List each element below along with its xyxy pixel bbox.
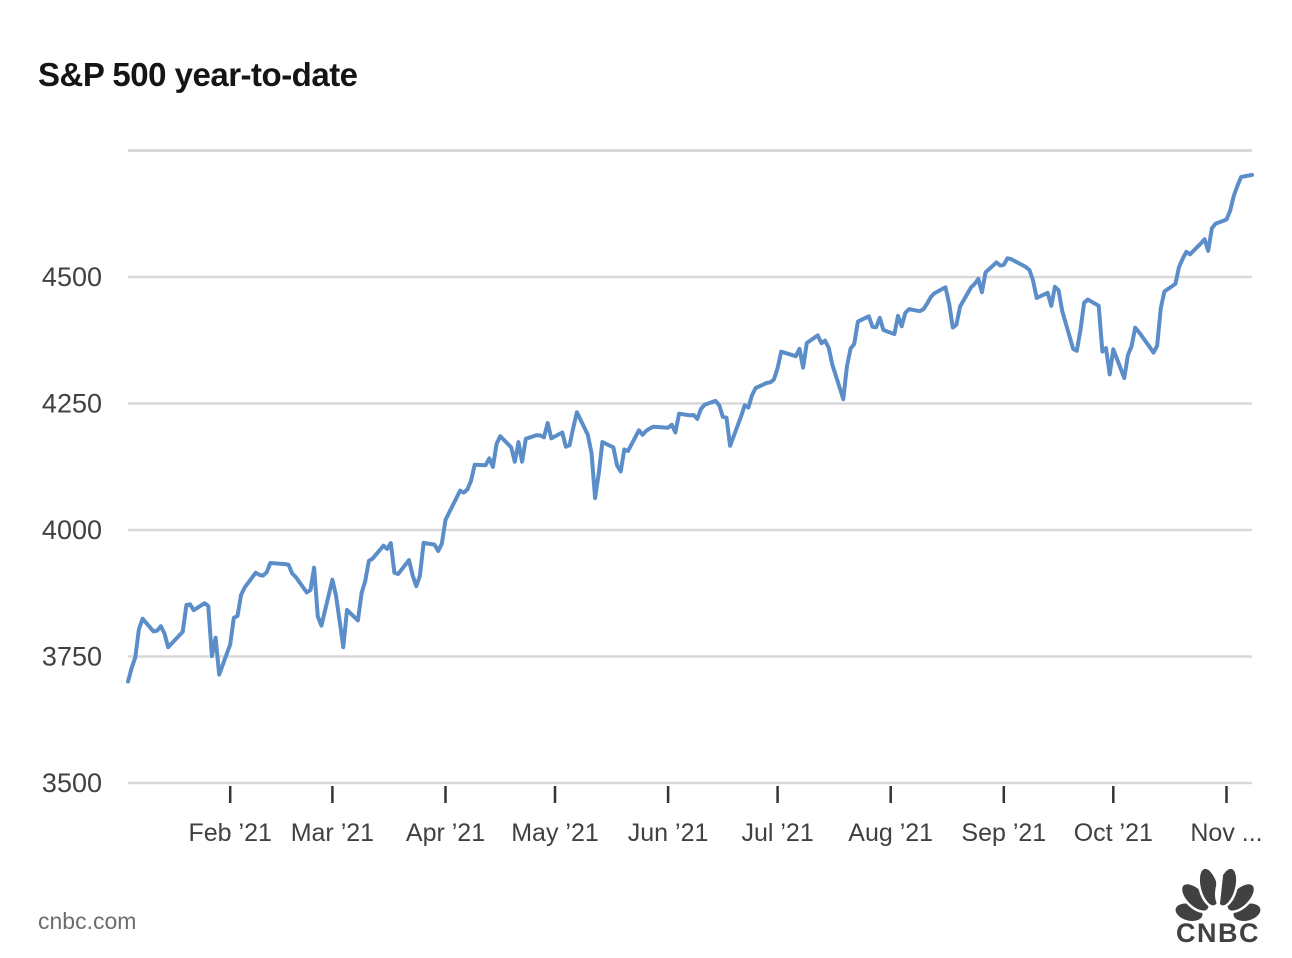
x-axis-label: Jun ’21 [628, 819, 709, 847]
peacock-icon [1173, 866, 1263, 924]
sp500-line [126, 172, 1254, 684]
x-axis-label: Nov ... [1190, 819, 1262, 847]
cnbc-logo: CNBC [1173, 866, 1263, 946]
x-axis-label: Jul ’21 [741, 819, 813, 847]
cnbc-logo-text: CNBC [1176, 918, 1260, 946]
x-axis-label: Sep ’21 [961, 819, 1046, 847]
y-axis-label: 3500 [42, 768, 102, 798]
y-axis-label: 4500 [42, 262, 102, 292]
y-axis-label: 4250 [42, 389, 102, 419]
y-axis-label: 4000 [42, 515, 102, 545]
x-axis-label: Aug ’21 [848, 819, 933, 847]
x-axis-label: Apr ’21 [406, 819, 485, 847]
source-attribution: cnbc.com [38, 908, 137, 934]
y-axis-label: 3750 [42, 642, 102, 672]
chart-title: S&P 500 year-to-date [38, 56, 358, 93]
x-axis-label: May ’21 [511, 819, 599, 847]
x-axis-label: Mar ’21 [291, 819, 374, 847]
x-axis-label: Oct ’21 [1074, 819, 1153, 847]
x-axis-label: Feb ’21 [189, 819, 272, 847]
